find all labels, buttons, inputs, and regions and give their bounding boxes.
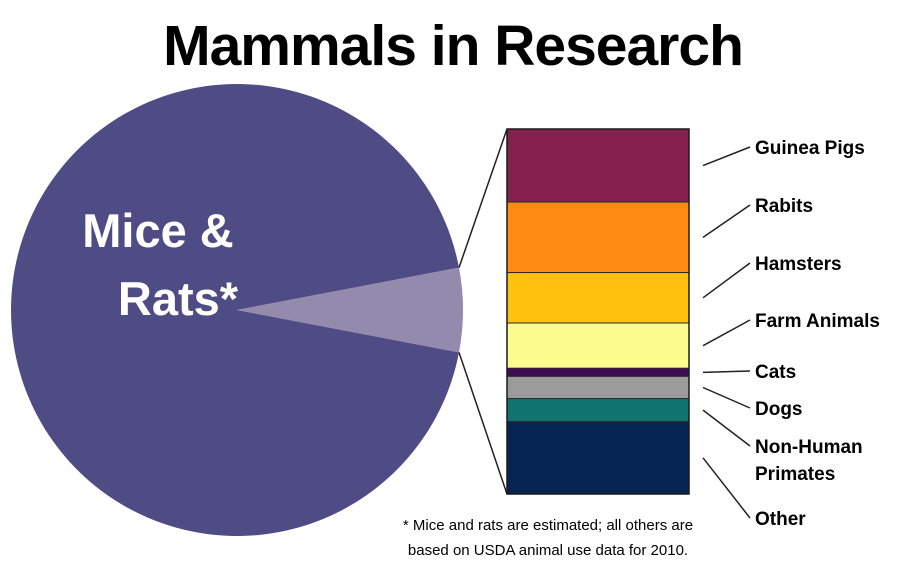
connector-line-bottom [458, 352, 508, 495]
bar-segment-cats [506, 367, 690, 377]
chart-title: Mammals in Research [163, 14, 743, 78]
bar-segment-other [506, 421, 690, 495]
leader-line-farm-animals [702, 319, 751, 347]
label-guinea-pigs: Guinea Pigs [755, 138, 865, 159]
pie-chart [11, 83, 464, 536]
pie-label-line-1: Mice & [82, 204, 234, 257]
bar-segment-non-human-primates [506, 398, 690, 423]
pie-label-line-2: Rats* [118, 272, 239, 325]
label-other: Other [755, 509, 806, 530]
leader-line-non-human-primates [702, 409, 751, 447]
leader-line-guinea-pigs [702, 146, 751, 167]
label-hamsters: Hamsters [755, 254, 842, 275]
leader-line-dogs [702, 386, 751, 409]
label-dogs: Dogs [755, 399, 803, 420]
bar-segment-hamsters [506, 272, 690, 324]
footnote-line-1: * Mice and rats are estimated; all other… [403, 517, 693, 534]
bar-segment-guinea-pigs [506, 128, 690, 203]
bar-outline [506, 128, 690, 495]
mice-rats-slice [11, 83, 460, 536]
label-rabits: Rabits [755, 196, 813, 217]
bar-segment-farm-animals [506, 322, 690, 369]
bar-segment-rabits [506, 201, 690, 274]
leader-line-other [702, 457, 751, 519]
label-cats: Cats [755, 362, 796, 383]
label-non-human-primates: Non-Human Primates [755, 437, 863, 485]
breakdown-labels: Guinea Pigs Rabits Hamsters Farm Animals Cat… [702, 138, 880, 530]
footnote-line-2: based on USDA animal use data for 2010. [408, 542, 688, 559]
bar-segment-dogs [506, 375, 690, 400]
leader-line-hamsters [702, 262, 751, 299]
leader-line-rabits [702, 204, 751, 238]
leader-line-cats [702, 370, 751, 374]
connector-line-top [458, 128, 508, 268]
label-farm-animals: Farm Animals [755, 311, 880, 332]
other-mammals-slice [237, 267, 464, 353]
breakdown-stacked-bar [506, 128, 690, 495]
